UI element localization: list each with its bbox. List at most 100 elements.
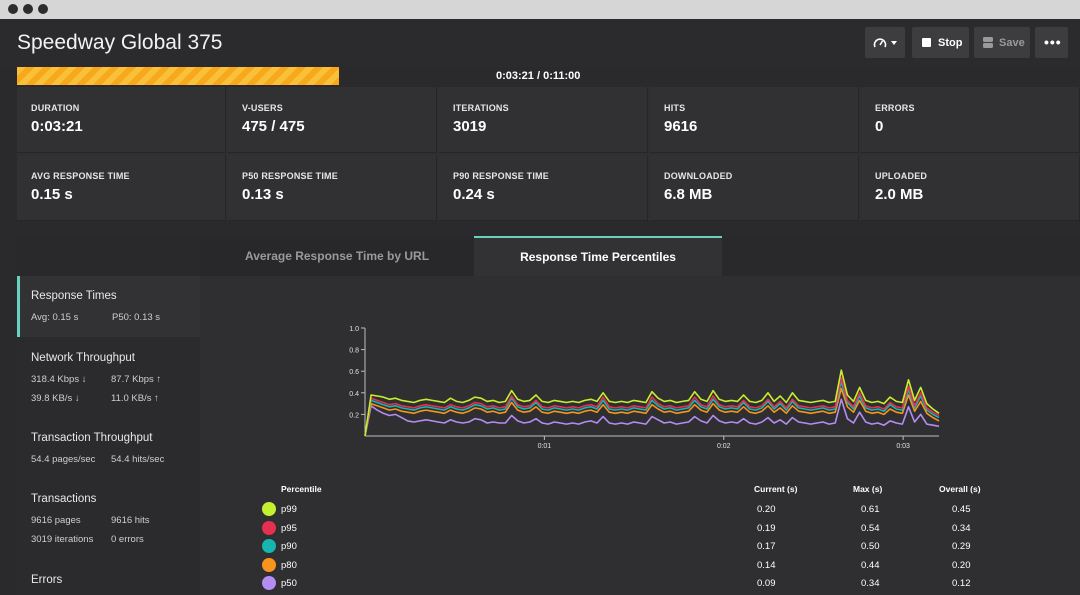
speedometer-icon	[873, 38, 887, 48]
y-tick-label: 1.0	[349, 326, 359, 333]
legend-swatch[interactable]	[262, 502, 276, 516]
stats-grid: DURATION 0:03:21 V-USERS 475 / 475 ITERA…	[17, 87, 1080, 221]
legend-row-p99[interactable]: p99 0.20 0.61 0.45	[262, 500, 982, 518]
stop-button-label: Stop	[938, 37, 963, 49]
stat-label: P50 RESPONSE TIME	[242, 171, 338, 181]
legend-header-percentile: Percentile	[281, 484, 322, 494]
stat-iterations: ITERATIONS 3019	[439, 87, 648, 153]
stat-value: 475 / 475	[242, 118, 305, 135]
legend-header-max: Max (s)	[853, 484, 883, 494]
legend-swatch[interactable]	[262, 557, 276, 572]
legend-swatch[interactable]	[262, 520, 276, 535]
stat-value: 0.15 s	[31, 186, 73, 203]
legend-header-current: Current (s)	[754, 484, 798, 494]
sidebar-item-label: Transactions	[31, 493, 97, 505]
stat-label: ITERATIONS	[453, 103, 509, 113]
stop-button[interactable]: Stop	[912, 27, 969, 58]
legend-row-p80[interactable]: p80 0.14 0.44 0.20	[262, 556, 982, 574]
stat-label: UPLOADED	[875, 171, 928, 181]
transactions-iterations: 3019 iterations	[31, 534, 94, 545]
tab-bar: Average Response Time by URL Response Ti…	[17, 236, 1080, 276]
legend-overall: 0.20	[952, 559, 971, 571]
series-line-p80	[364, 387, 940, 437]
sidebar-item-transactions[interactable]: Transactions 9616 pages 9616 hits 3019 i…	[17, 479, 200, 560]
sidebar-item-label: Response Times	[31, 290, 117, 302]
stat-label: V-USERS	[242, 103, 283, 113]
window-minimize-dot[interactable]	[23, 4, 33, 14]
legend-swatch[interactable]	[262, 576, 276, 590]
window-titlebar	[0, 0, 1080, 19]
stat-value: 6.8 MB	[664, 186, 713, 203]
legend-row-p90[interactable]: p90 0.17 0.50 0.29	[262, 537, 982, 555]
network-download-kbps: 318.4 Kbps ↓	[31, 374, 87, 385]
sidebar-item-label: Network Throughput	[31, 352, 135, 364]
network-upload-kbs: 11.0 KB/s ↑	[111, 393, 159, 404]
legend-max: 0.54	[861, 522, 880, 534]
network-download-kbs: 39.8 KB/s ↓	[31, 393, 80, 404]
y-tick-label: 0.4	[349, 391, 359, 398]
stat-value: 9616	[664, 118, 698, 135]
transactions-errors: 0 errors	[111, 534, 144, 545]
stat-downloaded: DOWNLOADED 6.8 MB	[650, 155, 859, 221]
stat-errors: ERRORS 0	[861, 87, 1080, 153]
y-tick-label: 0.6	[349, 369, 359, 376]
stat-label: ERRORS	[875, 103, 915, 113]
sidebar-item-avg: Avg: 0.15 s	[31, 312, 79, 323]
legend-current: 0.17	[757, 541, 776, 552]
legend-percentile: p80	[281, 559, 297, 571]
speed-dropdown-button[interactable]	[865, 27, 905, 58]
window-close-dot[interactable]	[8, 4, 18, 14]
x-tick-label: 0:01	[538, 443, 552, 450]
legend-swatch[interactable]	[262, 539, 276, 553]
legend-overall: 0.29	[952, 541, 971, 552]
stat-value: 2.0 MB	[875, 186, 924, 203]
stat-duration: DURATION 0:03:21	[17, 87, 226, 153]
transactions-pages: 9616 pages	[31, 515, 81, 526]
more-options-button[interactable]: •••	[1035, 27, 1068, 58]
legend-max: 0.44	[861, 559, 880, 571]
legend-current: 0.09	[757, 578, 776, 589]
legend-row-p50[interactable]: p50 0.09 0.34 0.12	[262, 574, 982, 592]
chevron-down-icon	[891, 41, 897, 45]
legend-row-p95[interactable]: p95 0.19 0.54 0.34	[262, 519, 982, 537]
x-tick-label: 0:02	[717, 443, 731, 450]
sidebar-item-network-throughput[interactable]: Network Throughput 318.4 Kbps ↓ 87.7 Kbp…	[17, 337, 200, 417]
y-tick-label: 0.2	[349, 412, 359, 419]
tab-response-time-percentiles[interactable]: Response Time Percentiles	[474, 236, 722, 276]
stat-label: HITS	[664, 103, 686, 113]
legend-header-overall: Overall (s)	[939, 484, 981, 494]
legend-overall: 0.45	[952, 504, 971, 515]
stat-value: 3019	[453, 118, 487, 135]
stat-avg-response-time: AVG RESPONSE TIME 0.15 s	[17, 155, 226, 221]
sidebar-item-errors[interactable]: Errors	[17, 560, 200, 595]
series-line-p90	[364, 381, 940, 437]
transactions-hits: 9616 hits	[111, 515, 150, 526]
legend-percentile: p99	[281, 504, 297, 515]
series-line-p50	[364, 398, 940, 437]
response-time-percentiles-chart: 1.0 0.8 0.6 0.4 0.2 0:01 0:02 0:03	[349, 326, 940, 450]
stat-p90-response-time: P90 RESPONSE TIME 0.24 s	[439, 155, 648, 221]
tab-average-response-time-by-url[interactable]: Average Response Time by URL	[200, 236, 474, 276]
stop-icon	[922, 38, 931, 47]
sidebar-item-p50: P50: 0.13 s	[112, 312, 161, 323]
stat-label: P90 RESPONSE TIME	[453, 171, 549, 181]
series-line-p95	[364, 376, 940, 437]
legend-current: 0.19	[757, 522, 776, 534]
stat-label: AVG RESPONSE TIME	[31, 171, 130, 181]
stat-v-users: V-USERS 475 / 475	[228, 87, 437, 153]
results-panel: Average Response Time by URL Response Ti…	[17, 236, 1080, 595]
legend-current: 0.14	[757, 559, 776, 571]
window-maximize-dot[interactable]	[38, 4, 48, 14]
legend-max: 0.50	[861, 541, 880, 552]
sidebar-item-response-times[interactable]: Response Times Avg: 0.15 s P50: 0.13 s	[17, 276, 200, 337]
sidebar-item-label: Errors	[31, 574, 63, 586]
sidebar-item-transaction-throughput[interactable]: Transaction Throughput 54.4 pages/sec 54…	[17, 417, 200, 479]
legend-overall: 0.12	[952, 578, 971, 589]
save-button-label: Save	[999, 37, 1025, 49]
y-tick-label: 0.8	[349, 348, 359, 355]
progress-bar: 0:03:21 / 0:11:00	[0, 67, 1080, 86]
save-button[interactable]: Save	[974, 27, 1030, 58]
stat-label: DURATION	[31, 103, 80, 113]
series-line-p99	[364, 369, 940, 437]
metrics-sidebar: Response Times Avg: 0.15 s P50: 0.13 s N…	[17, 276, 200, 595]
